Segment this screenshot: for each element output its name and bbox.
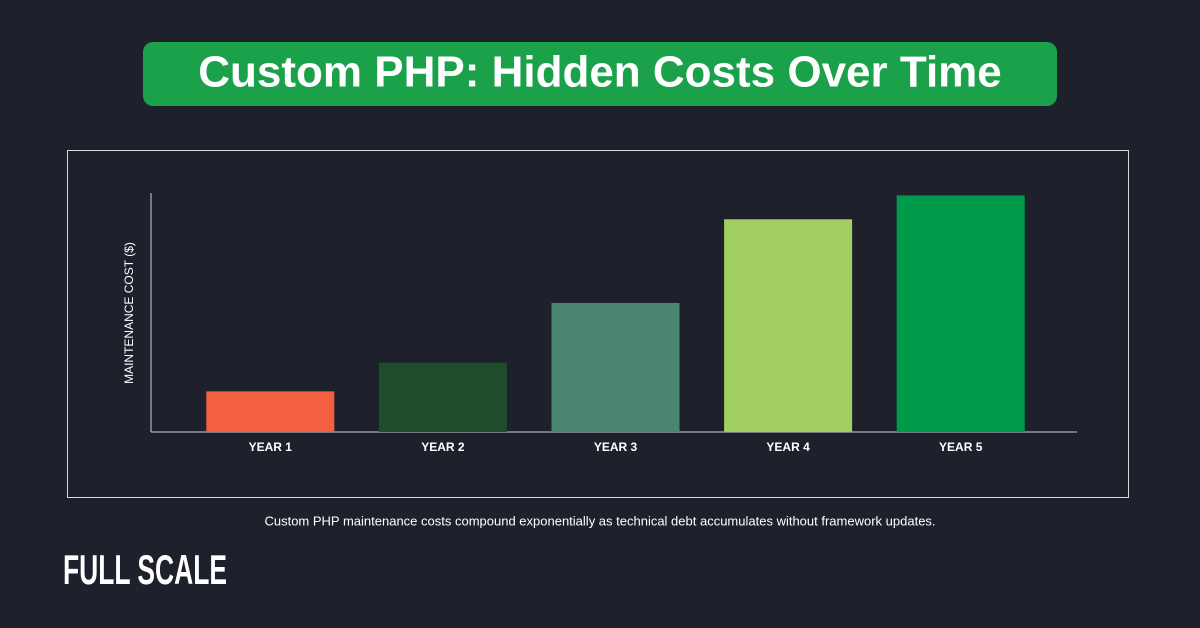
x-tick-label: YEAR 4: [766, 440, 810, 454]
caption: Custom PHP maintenance costs compound ex…: [264, 513, 935, 528]
bar: [896, 195, 1025, 432]
title-box: [143, 42, 1057, 106]
bar: [551, 302, 680, 432]
x-tick-label: YEAR 3: [594, 440, 638, 454]
x-tick-label: YEAR 2: [421, 440, 465, 454]
bar: [378, 362, 507, 432]
x-tick-label: YEAR 1: [249, 440, 293, 454]
bar: [206, 391, 335, 432]
brand-logo: FULL SCALE: [63, 546, 227, 593]
x-tick-label: YEAR 5: [939, 440, 983, 454]
y-axis-label: MAINTENANCE COST ($): [122, 242, 136, 384]
chart-frame: [67, 150, 1129, 498]
bar: [724, 219, 853, 432]
chart-title: Custom PHP: Hidden Costs Over Time: [198, 48, 1002, 97]
